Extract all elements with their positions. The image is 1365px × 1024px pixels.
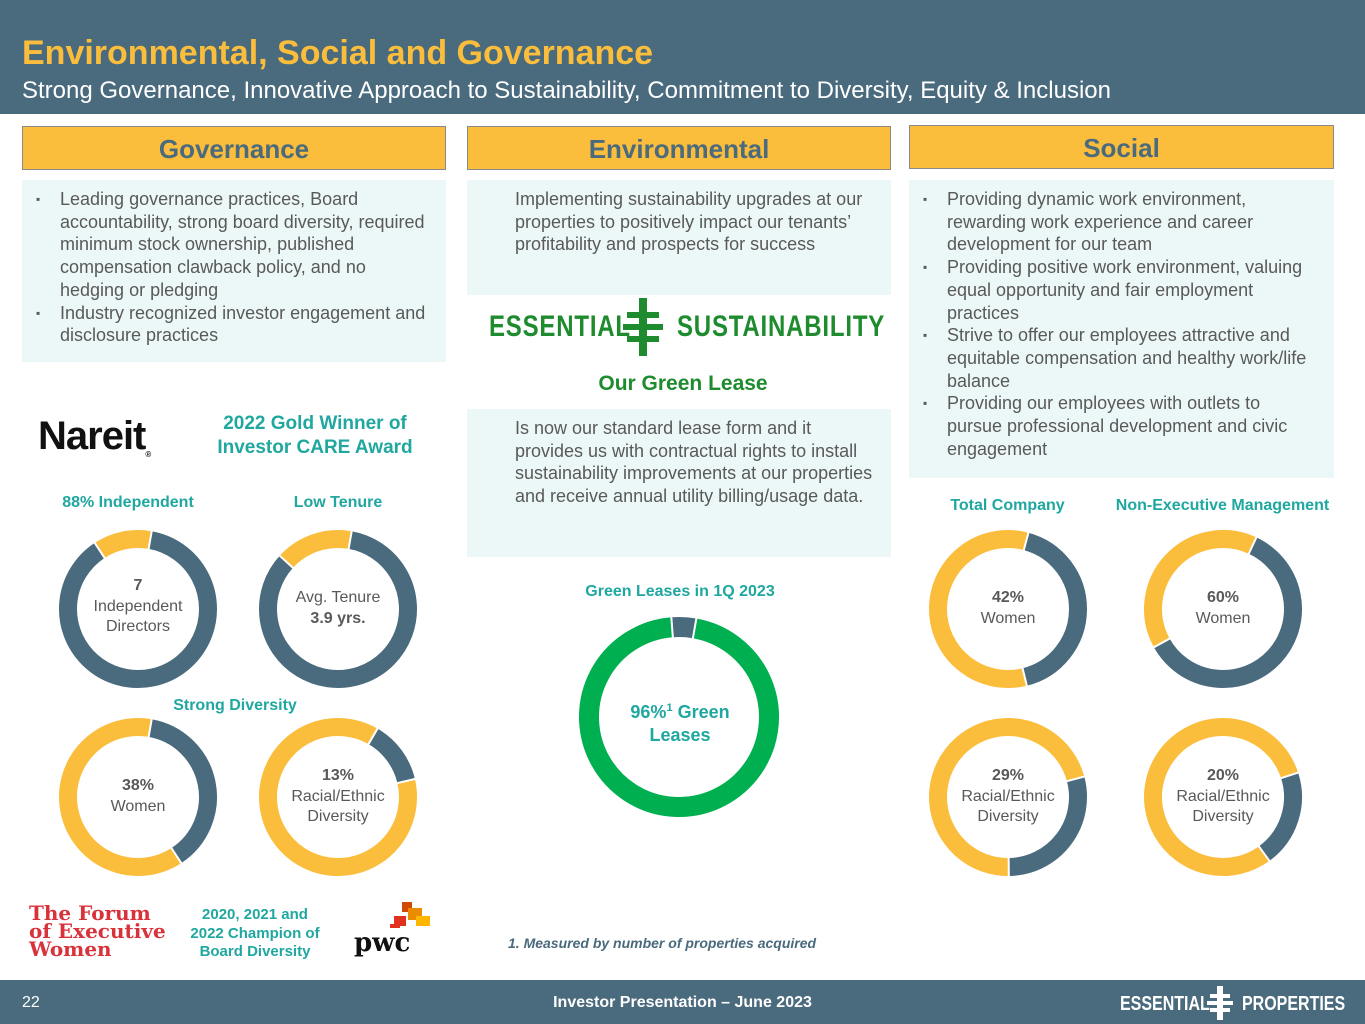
donut-nonexec-racial-value-arc	[1258, 772, 1302, 861]
donut-green-leases-value-arc	[579, 617, 779, 817]
donut-board-women-separator-1	[170, 846, 183, 865]
donut-tenure-separator-0	[347, 530, 353, 551]
donut-total-racial-remainder-arc	[929, 718, 1085, 876]
social-bullets: Providing dynamic work environment, rewa…	[909, 188, 1334, 460]
donut-tenure-separator-1	[278, 554, 295, 570]
footer-title: Investor Presentation – June 2023	[553, 994, 812, 1011]
essential-mark-icon	[623, 298, 663, 356]
donut-total-women-value-arc	[1022, 532, 1087, 686]
donut-independent-directors-value-arc	[59, 531, 217, 688]
donut-independent-directors-separator-0	[147, 530, 153, 551]
tenure-donut-label: Avg. Tenure 3.9 yrs.	[295, 589, 381, 627]
donut-tenure-value-arc	[259, 531, 417, 688]
social-panel: Providing dynamic work environment, rewa…	[909, 180, 1334, 478]
donut-board-racial-remainder-arc	[259, 718, 417, 876]
total-company-label: Total Company	[950, 497, 1065, 514]
green-lease-text: Is now our standard lease form and it pr…	[515, 418, 873, 507]
donut-nonexec-racial-remainder-arc	[1144, 718, 1299, 876]
social-bullet: Strive to offer our employees attractive…	[923, 324, 1334, 392]
green-leases-donut-label: 96%1 Green Leases	[630, 702, 730, 745]
donut-tenure	[259, 530, 417, 688]
women-donut-label: 38% Women	[110, 777, 166, 815]
social-bullet: Providing our employees with outlets to …	[923, 392, 1334, 460]
nonexec-women-donut-label: 60% Women	[1195, 589, 1251, 627]
essential-mark-icon	[1207, 986, 1233, 1020]
total-racial-donut-label: 29% Racial/Ethnic Diversity	[961, 767, 1055, 825]
nonexec-racial-donut-label: 20% Racial/Ethnic Diversity	[1176, 767, 1270, 825]
donut-green-leases-separator-0	[691, 617, 698, 640]
racial-donut-label: 13% Racial/Ethnic Diversity	[291, 767, 385, 825]
donut-board-women-value-arc	[148, 719, 217, 864]
nareit-award-text: 2022 Gold Winner of Investor CARE Award	[217, 413, 413, 458]
donut-independent-directors-remainder-arc	[94, 530, 152, 559]
diversity-label: Strong Diversity	[173, 697, 297, 714]
donut-total-women	[929, 530, 1087, 688]
donut-total-racial	[929, 718, 1087, 878]
page-number: 22	[22, 994, 40, 1011]
governance-bullets: Leading governance practices, Board acco…	[22, 188, 446, 347]
donut-board-racial-value-arc	[368, 728, 415, 784]
total-women-donut-label: 42% Women	[980, 589, 1036, 627]
donut-total-women-remainder-arc	[929, 530, 1029, 688]
social-heading: Social	[909, 125, 1334, 169]
governance-panel: Leading governance practices, Board acco…	[22, 180, 446, 362]
donut-tenure-remainder-arc	[279, 530, 352, 569]
donut-total-women-separator-0	[1022, 531, 1030, 552]
donut-independent-directors-separator-1	[93, 541, 106, 560]
donut-total-women-separator-1	[1021, 667, 1029, 687]
governance-bullet: Leading governance practices, Board acco…	[36, 188, 446, 302]
governance-heading: Governance	[22, 126, 446, 170]
donut-green-leases-remainder-arc	[671, 617, 697, 639]
governance-bullet: Industry recognized investor engagement …	[36, 302, 446, 347]
green-lease-panel: Is now our standard lease form and it pr…	[467, 409, 891, 557]
header-bar	[0, 0, 1365, 114]
donut-nonexec-racial-separator-0	[1279, 771, 1300, 780]
donut-nonexec-women-separator-1	[1152, 637, 1172, 649]
donut-board-women	[59, 718, 217, 876]
donut-board-women-separator-0	[147, 718, 153, 739]
donut-nonexec-racial-separator-1	[1257, 844, 1271, 863]
pwc-logo: pwc	[354, 902, 434, 958]
environmental-intro-panel: Implementing sustainability upgrades at …	[467, 180, 891, 295]
footnote: 1. Measured by number of properties acqu…	[508, 935, 817, 951]
essential-sustainability-logo: ESSENTIAL SUSTAINABILITY	[489, 298, 884, 356]
non-executive-label: Non-Executive Management	[1115, 497, 1330, 514]
tenure-label: Low Tenure	[293, 494, 383, 511]
donut-board-racial	[259, 718, 417, 876]
donut-board-racial-separator-1	[396, 777, 417, 785]
donut-green-leases-separator-1	[670, 616, 674, 639]
donut-nonexec-racial	[1144, 718, 1302, 876]
donut-green-leases	[579, 616, 779, 817]
directors-donut-label: 7 Independent Directors	[93, 577, 183, 635]
donut-nonexec-women-separator-0	[1247, 536, 1258, 556]
essential-properties-logo: ESSENTIAL PROPERTIES	[1120, 986, 1345, 1020]
green-lease-title: Our Green Lease	[598, 372, 768, 395]
independent-label: 88% Independent	[62, 494, 194, 511]
social-bullet: Providing positive work environment, val…	[923, 256, 1334, 324]
donut-total-racial-value-arc	[1008, 776, 1087, 876]
donut-independent-directors	[59, 530, 217, 688]
donut-nonexec-women-value-arc	[1153, 537, 1302, 688]
forum-executive-women-logo: The Forum of Executive Women	[29, 901, 166, 961]
environmental-intro-text: Implementing sustainability upgrades at …	[515, 189, 863, 255]
donut-total-racial-separator-0	[1065, 775, 1086, 783]
footer-bar	[0, 980, 1365, 1024]
environmental-heading: Environmental	[467, 126, 891, 170]
social-bullet: Providing dynamic work environment, rewa…	[923, 188, 1334, 256]
donut-nonexec-women	[1144, 530, 1302, 688]
green-leases-chart-label: Green Leases in 1Q 2023	[585, 583, 775, 600]
donut-board-women-remainder-arc	[59, 718, 182, 876]
nareit-logo: Nareit®	[38, 414, 151, 459]
page-subtitle: Strong Governance, Innovative Approach t…	[22, 77, 1111, 104]
page-title: Environmental, Social and Governance	[22, 34, 654, 72]
donut-board-racial-separator-0	[367, 727, 379, 746]
donut-nonexec-women-remainder-arc	[1144, 530, 1257, 648]
board-diversity-champion-text: 2020, 2021 and 2022 Champion of Board Di…	[190, 906, 320, 960]
